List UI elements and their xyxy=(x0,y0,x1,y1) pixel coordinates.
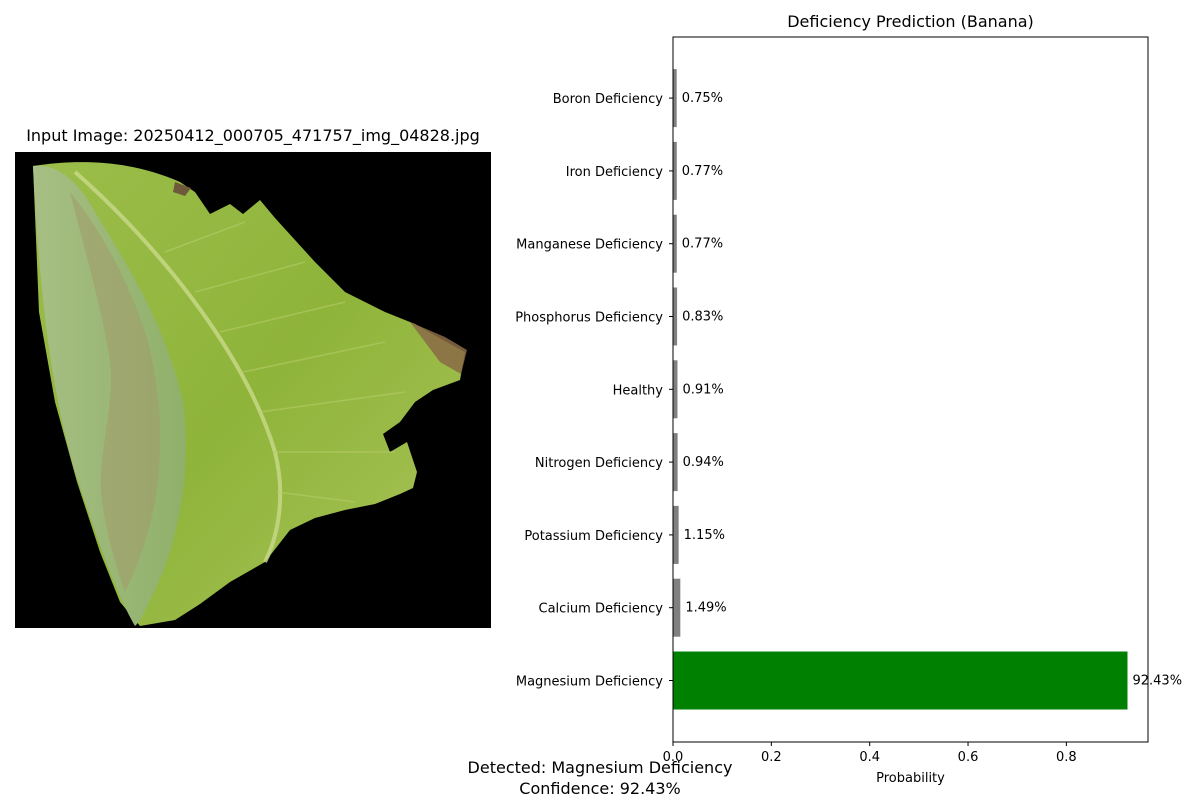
bar xyxy=(673,433,678,492)
category-label: Calcium Deficiency xyxy=(539,602,664,617)
input-image-title: Input Image: 20250412_000705_471757_img_… xyxy=(26,126,480,145)
category-label: Boron Deficiency xyxy=(553,92,664,107)
category-label: Iron Deficiency xyxy=(566,165,664,180)
category-label: Magnesium Deficiency xyxy=(516,675,663,690)
value-label: 92.43% xyxy=(1132,674,1182,689)
category-label: Manganese Deficiency xyxy=(516,238,663,253)
bar xyxy=(673,214,677,273)
value-label: 0.91% xyxy=(682,382,723,397)
bar xyxy=(673,651,1128,710)
x-tick-label: 0.0 xyxy=(663,750,684,765)
bar xyxy=(673,360,678,419)
x-tick-label: 0.2 xyxy=(761,750,782,765)
x-tick-label: 0.6 xyxy=(958,750,979,765)
bar xyxy=(673,141,677,200)
bar xyxy=(673,578,681,637)
plot-frame xyxy=(672,36,1149,743)
value-label: 1.15% xyxy=(684,528,725,543)
value-label: 0.94% xyxy=(683,455,724,470)
value-label: 1.49% xyxy=(685,601,726,616)
x-tick-label: 0.4 xyxy=(859,750,880,765)
prediction-summary: Detected: Magnesium Deficiency Confidenc… xyxy=(400,757,800,799)
detected-label: Detected: Magnesium Deficiency xyxy=(467,758,733,777)
category-label: Phosphorus Deficiency xyxy=(515,311,663,326)
value-label: 0.77% xyxy=(682,164,723,179)
category-label: Healthy xyxy=(613,383,664,398)
chart-title: Deficiency Prediction (Banana) xyxy=(787,12,1034,31)
value-label: 0.77% xyxy=(682,237,723,252)
x-axis-label: Probability xyxy=(876,771,945,786)
value-label: 0.83% xyxy=(682,310,723,325)
bar xyxy=(673,69,677,128)
confidence-label: Confidence: 92.43% xyxy=(519,779,681,798)
category-label: Potassium Deficiency xyxy=(524,529,663,544)
bar xyxy=(673,287,678,346)
category-label: Nitrogen Deficiency xyxy=(535,456,663,471)
x-tick-label: 0.8 xyxy=(1056,750,1077,765)
bar xyxy=(673,505,679,564)
value-label: 0.75% xyxy=(682,91,723,106)
leaf-image xyxy=(15,152,491,628)
